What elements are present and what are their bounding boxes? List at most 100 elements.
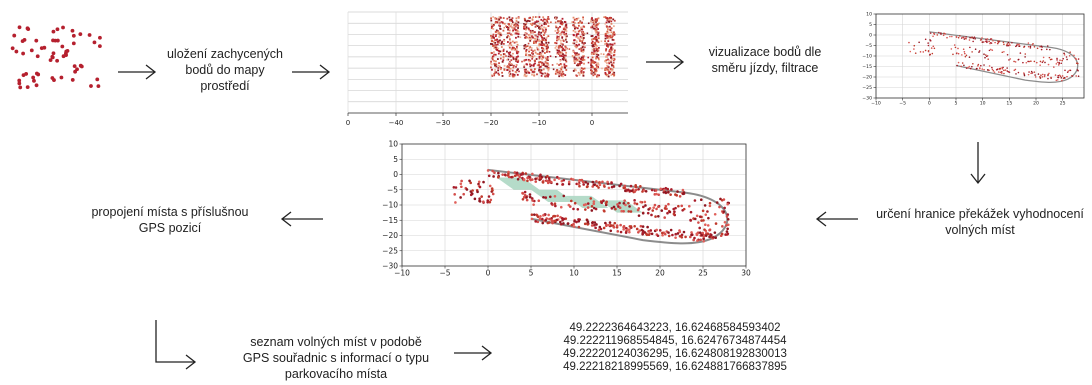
data-point (1055, 79, 1058, 82)
data-point (578, 62, 581, 65)
data-point (607, 28, 609, 31)
data-point (963, 38, 966, 40)
data-point (1017, 71, 1020, 74)
data-point (497, 171, 500, 175)
gps-coordinate-list: 49.2222364643223, 16.62468584593402 49.2… (540, 322, 810, 374)
data-point (1022, 61, 1024, 64)
data-point (518, 70, 520, 73)
data-point (592, 74, 595, 77)
data-point (509, 19, 512, 22)
data-point (933, 47, 936, 50)
data-point (514, 25, 517, 28)
data-point (511, 74, 514, 77)
data-point (938, 31, 940, 34)
data-point (465, 188, 469, 191)
data-point (561, 58, 564, 60)
data-point (1075, 75, 1077, 77)
data-point (952, 53, 954, 56)
data-point (590, 52, 593, 55)
data-point (560, 55, 563, 57)
data-point (1062, 57, 1064, 60)
data-point (565, 32, 568, 35)
data-point (1015, 73, 1017, 75)
data-point (913, 48, 915, 50)
data-point (713, 212, 717, 216)
data-point (642, 205, 645, 209)
data-point (603, 185, 606, 188)
data-point (487, 174, 491, 178)
data-point (477, 180, 481, 184)
data-point (573, 62, 576, 65)
data-point (977, 63, 980, 66)
data-point (579, 38, 582, 41)
data-point (592, 71, 595, 74)
data-point (604, 37, 607, 40)
data-point (499, 50, 502, 53)
data-point (564, 34, 567, 37)
data-point (613, 33, 616, 36)
data-point (607, 58, 609, 61)
data-point (557, 70, 560, 73)
data-point (582, 68, 585, 70)
data-point (529, 29, 532, 32)
data-point (499, 68, 502, 71)
data-point (580, 178, 584, 182)
data-point (496, 48, 499, 51)
data-point (612, 59, 615, 62)
data-point (515, 66, 517, 68)
data-point (491, 68, 493, 71)
data-point (575, 58, 578, 61)
data-point (546, 56, 549, 58)
data-point (548, 51, 551, 53)
data-point (572, 225, 576, 228)
data-point (622, 225, 625, 229)
data-point (591, 40, 594, 43)
data-point (510, 67, 512, 70)
data-point (722, 198, 726, 201)
data-point (492, 16, 495, 18)
data-point (519, 36, 522, 39)
data-point (1013, 60, 1015, 63)
data-point (509, 39, 511, 42)
data-point (568, 48, 571, 50)
data-point (569, 199, 573, 203)
data-point (540, 53, 543, 56)
data-point (622, 228, 625, 231)
data-point (711, 236, 715, 239)
data-point (579, 35, 582, 38)
dot (14, 49, 19, 54)
data-point (498, 62, 500, 65)
data-point (1066, 71, 1069, 73)
x-tick-label: −10 (532, 119, 547, 127)
data-point (573, 25, 576, 28)
data-point (965, 67, 968, 69)
data-point (613, 19, 616, 22)
arrow-down-right (155, 320, 197, 370)
data-point (534, 220, 537, 223)
dot (34, 71, 39, 76)
data-point (541, 50, 544, 53)
data-point (590, 20, 592, 23)
data-point (629, 210, 633, 213)
data-point (604, 68, 606, 71)
data-point (1069, 69, 1072, 72)
data-point (538, 176, 542, 180)
data-point (509, 73, 512, 75)
data-point (516, 47, 519, 50)
data-point (613, 58, 616, 61)
data-point (591, 70, 593, 73)
data-point (560, 22, 562, 25)
data-point (591, 56, 594, 59)
data-point (491, 192, 495, 196)
data-point (508, 32, 511, 35)
data-point (542, 39, 544, 42)
data-point (583, 222, 587, 226)
data-point (556, 39, 558, 42)
data-point (1059, 75, 1062, 77)
data-point (607, 65, 610, 68)
data-point (525, 28, 527, 31)
data-point (1047, 63, 1050, 66)
data-point (512, 57, 515, 60)
data-point (680, 204, 684, 208)
data-point (555, 48, 558, 51)
